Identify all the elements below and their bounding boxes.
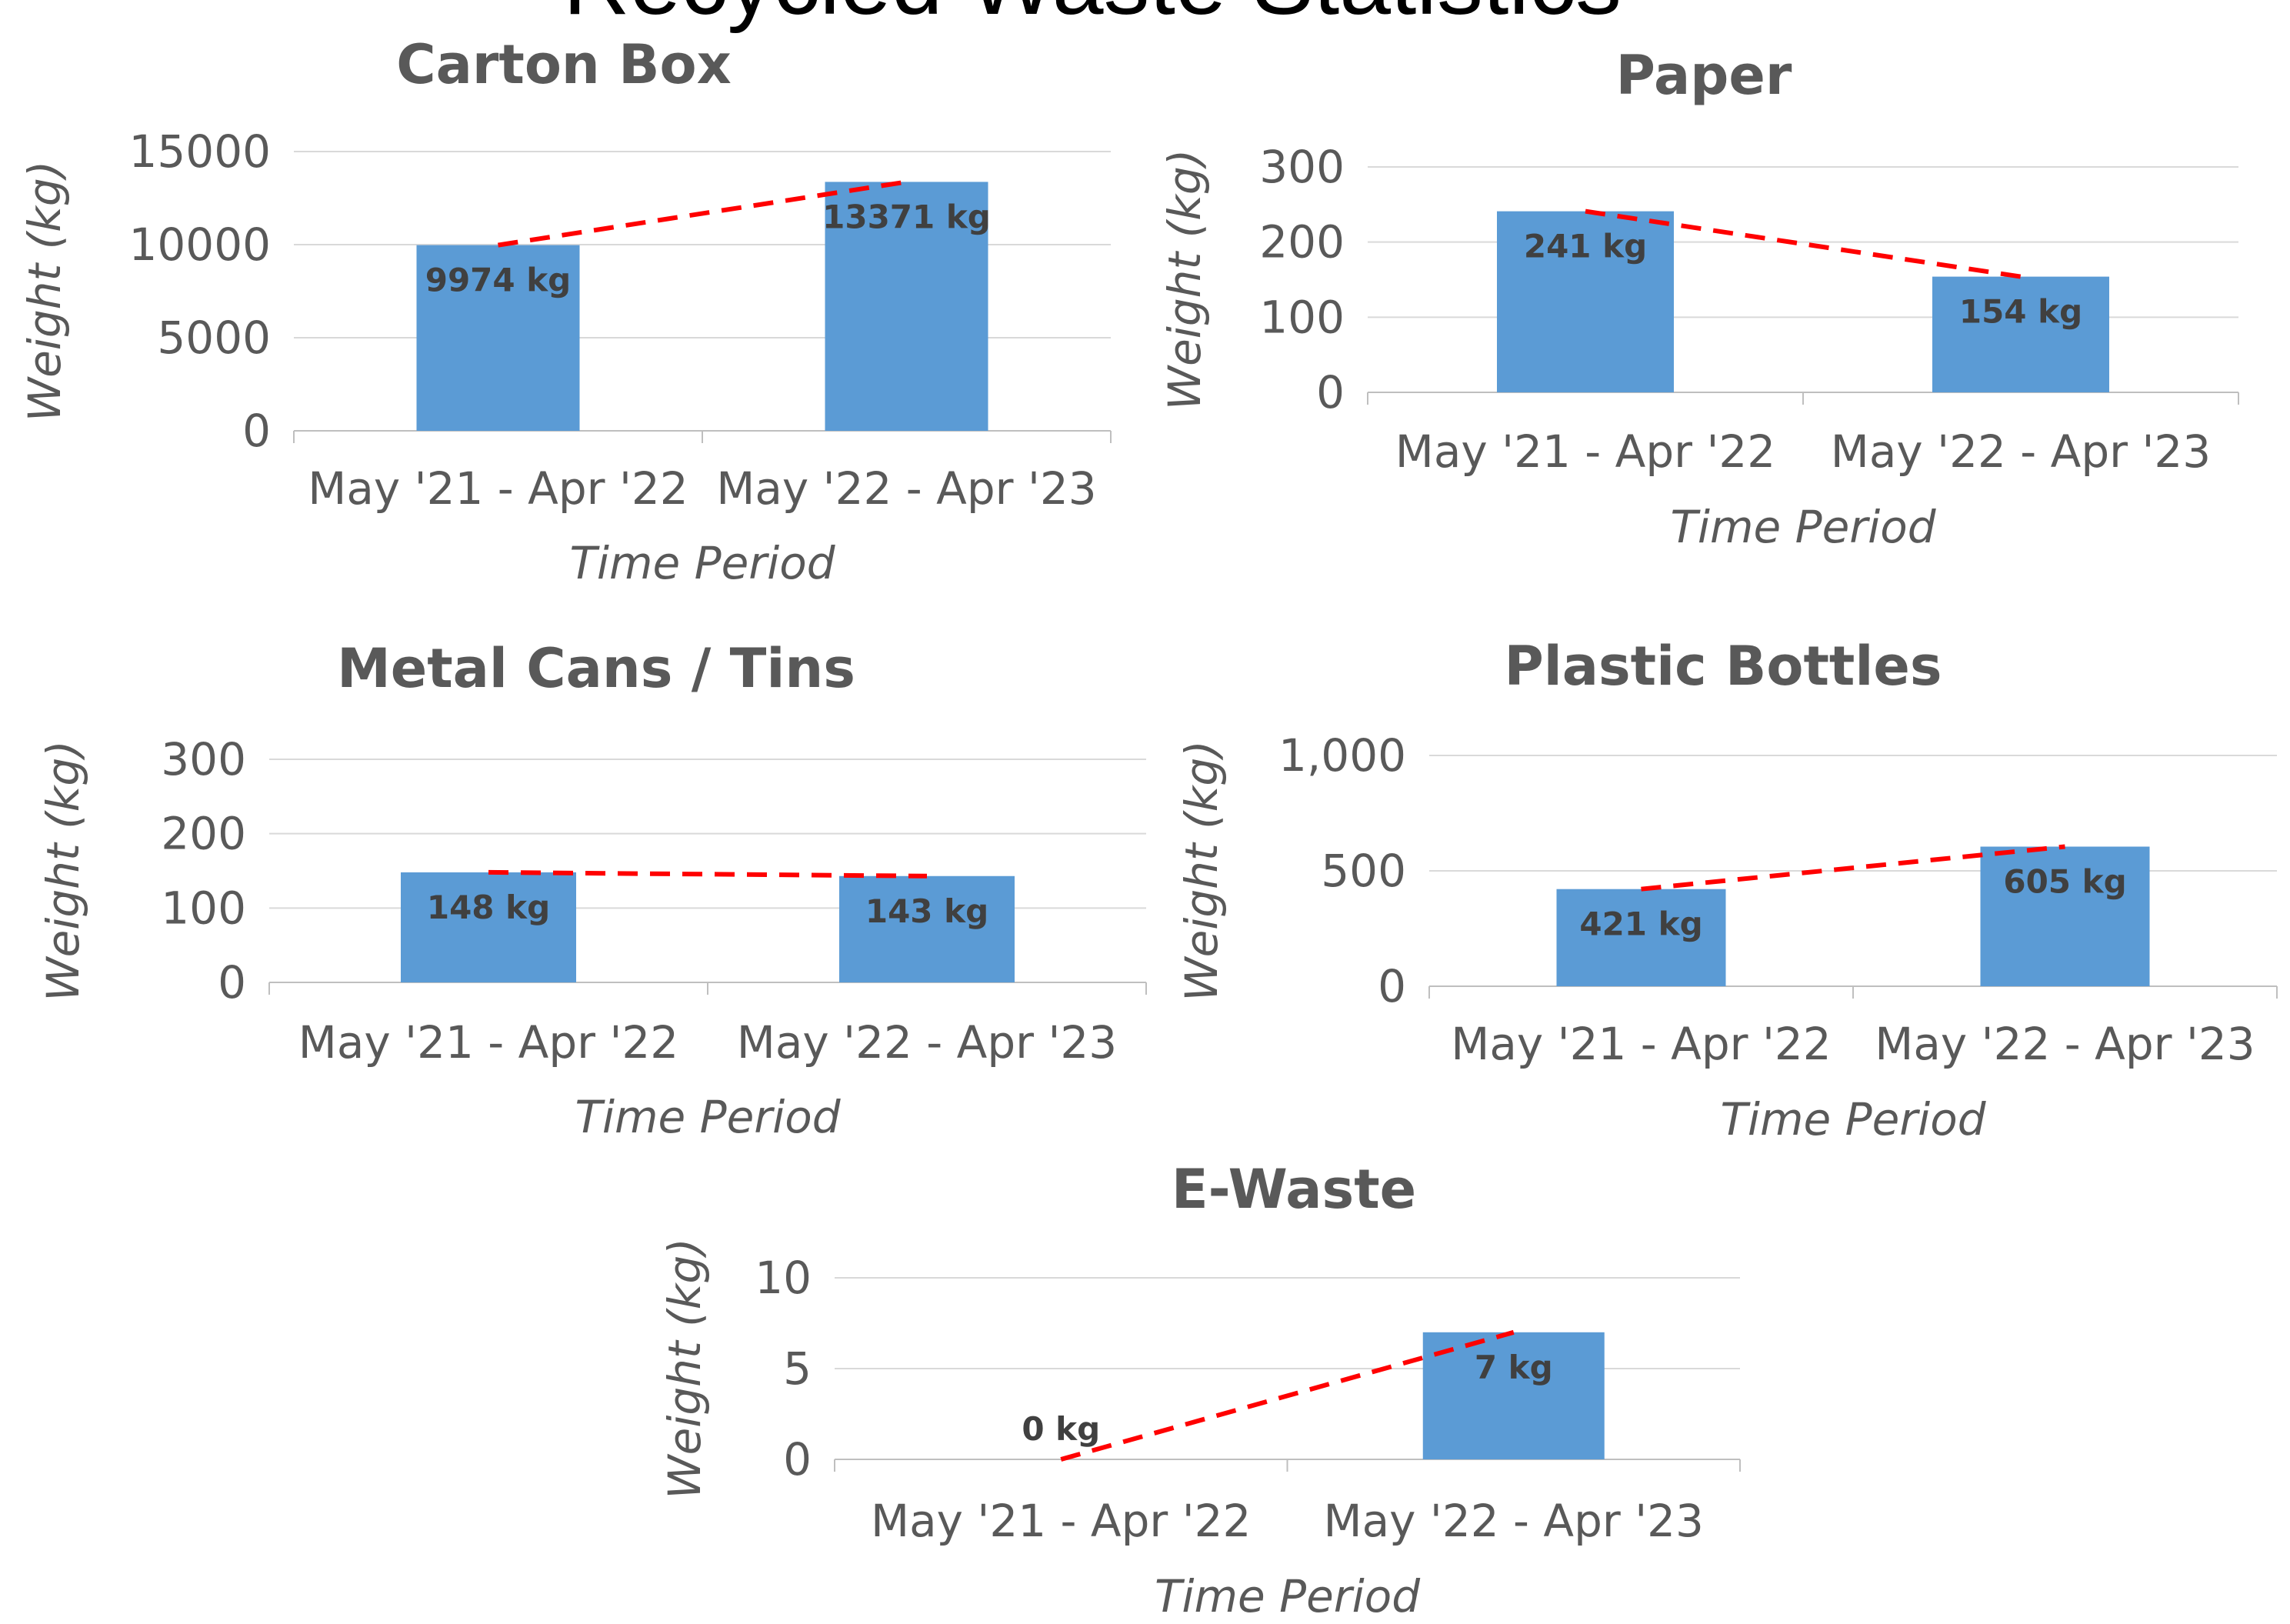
data-label: 241 kg — [1524, 228, 1647, 265]
x-tick-label: May '21 - Apr '22 — [308, 462, 688, 515]
bar — [416, 245, 580, 431]
x-tick-label: May '22 - Apr '23 — [1831, 425, 2211, 478]
trend-line — [1060, 1329, 1515, 1462]
x-axis-title: Time Period — [1155, 1570, 1421, 1622]
x-tick-label: May '21 - Apr '22 — [1395, 425, 1775, 478]
y-tick-label: 0 — [783, 1433, 812, 1486]
y-tick-label: 10 — [755, 1252, 812, 1304]
x-axis-title: Time Period — [1720, 1093, 1986, 1145]
page-title: Recycled Waste Statistics — [563, 0, 1622, 34]
bar — [825, 182, 988, 431]
x-axis-title: Time Period — [569, 537, 835, 589]
trend-line — [488, 869, 928, 879]
chart-1: Paper 0 100 200 300 241 kg May '21 - Apr '22 15… — [1158, 44, 2239, 553]
chart-3: Plastic Bottles 0 500 1,000 421 kg May '21 - … — [1175, 635, 2278, 1145]
y-tick-label: 100 — [161, 882, 246, 934]
trend-line — [498, 179, 907, 248]
chart-title: Carton Box — [396, 33, 731, 96]
y-axis-title: Weight (kg) — [658, 1238, 711, 1499]
bar — [1556, 889, 1726, 986]
x-tick-label: May '21 - Apr '22 — [298, 1016, 678, 1069]
y-tick-label: 5000 — [157, 312, 271, 364]
y-tick-label: 200 — [1259, 216, 1345, 268]
y-tick-label: 300 — [161, 733, 246, 785]
y-axis-title: Weight (kg) — [1175, 740, 1228, 1002]
y-tick-label: 200 — [161, 808, 246, 860]
bar — [1497, 211, 1674, 392]
chart-title: E-Waste — [1172, 1158, 1416, 1221]
bar — [1422, 1332, 1605, 1459]
chart-4: E-Waste 0 5 10 0 kg May '21 - Apr '22 7 kg May … — [658, 1158, 1741, 1622]
y-tick-label: 500 — [1321, 845, 1406, 897]
y-tick-label: 5 — [783, 1342, 812, 1395]
y-tick-label: 10000 — [128, 218, 271, 271]
y-axis-title: Weight (kg) — [18, 161, 71, 422]
data-label: 7 kg — [1475, 1349, 1553, 1386]
chart-title: Paper — [1616, 44, 1792, 107]
data-label: 605 kg — [2003, 863, 2126, 901]
bar — [839, 875, 1015, 982]
data-label: 154 kg — [1959, 293, 2082, 331]
chart-title: Plastic Bottles — [1504, 635, 1942, 698]
x-axis-title: Time Period — [1670, 501, 1936, 553]
trend-line — [1585, 208, 2022, 279]
y-tick-label: 0 — [1378, 960, 1406, 1012]
trend-line — [1641, 844, 2065, 892]
chart-title: Metal Cans / Tins — [337, 637, 855, 700]
y-axis-title: Weight (kg) — [1158, 149, 1211, 411]
data-label: 148 kg — [427, 889, 550, 926]
x-tick-label: May '21 - Apr '22 — [1451, 1018, 1831, 1070]
data-label: 143 kg — [865, 892, 988, 930]
bar — [1932, 276, 2109, 392]
y-tick-label: 100 — [1259, 291, 1345, 343]
y-tick-label: 0 — [242, 405, 271, 457]
x-tick-label: May '21 - Apr '22 — [871, 1495, 1251, 1547]
data-label: 13371 kg — [822, 198, 991, 235]
y-tick-label: 15000 — [128, 125, 271, 178]
data-label: 9974 kg — [425, 262, 572, 299]
bar — [1980, 846, 2150, 986]
y-tick-label: 0 — [218, 956, 246, 1009]
x-tick-label: May '22 - Apr '23 — [716, 462, 1096, 515]
x-axis-title: Time Period — [575, 1091, 841, 1143]
y-axis-title: Weight (kg) — [37, 740, 89, 1002]
chart-0: Carton Box 0 5000 10000 15000 9974 kg May '21 … — [18, 33, 1112, 589]
x-tick-label: May '22 - Apr '23 — [1324, 1495, 1704, 1547]
data-label: 0 kg — [1022, 1410, 1100, 1448]
y-tick-label: 0 — [1316, 366, 1345, 419]
bar — [401, 872, 576, 982]
y-tick-label: 1,000 — [1278, 729, 1406, 782]
x-tick-label: May '22 - Apr '23 — [737, 1016, 1117, 1069]
chart-2: Metal Cans / Tins 0 100 200 300 148 kg May '21… — [37, 637, 1147, 1143]
y-tick-label: 300 — [1259, 141, 1345, 193]
x-tick-label: May '22 - Apr '23 — [1875, 1018, 2255, 1070]
data-label: 421 kg — [1579, 905, 1702, 943]
